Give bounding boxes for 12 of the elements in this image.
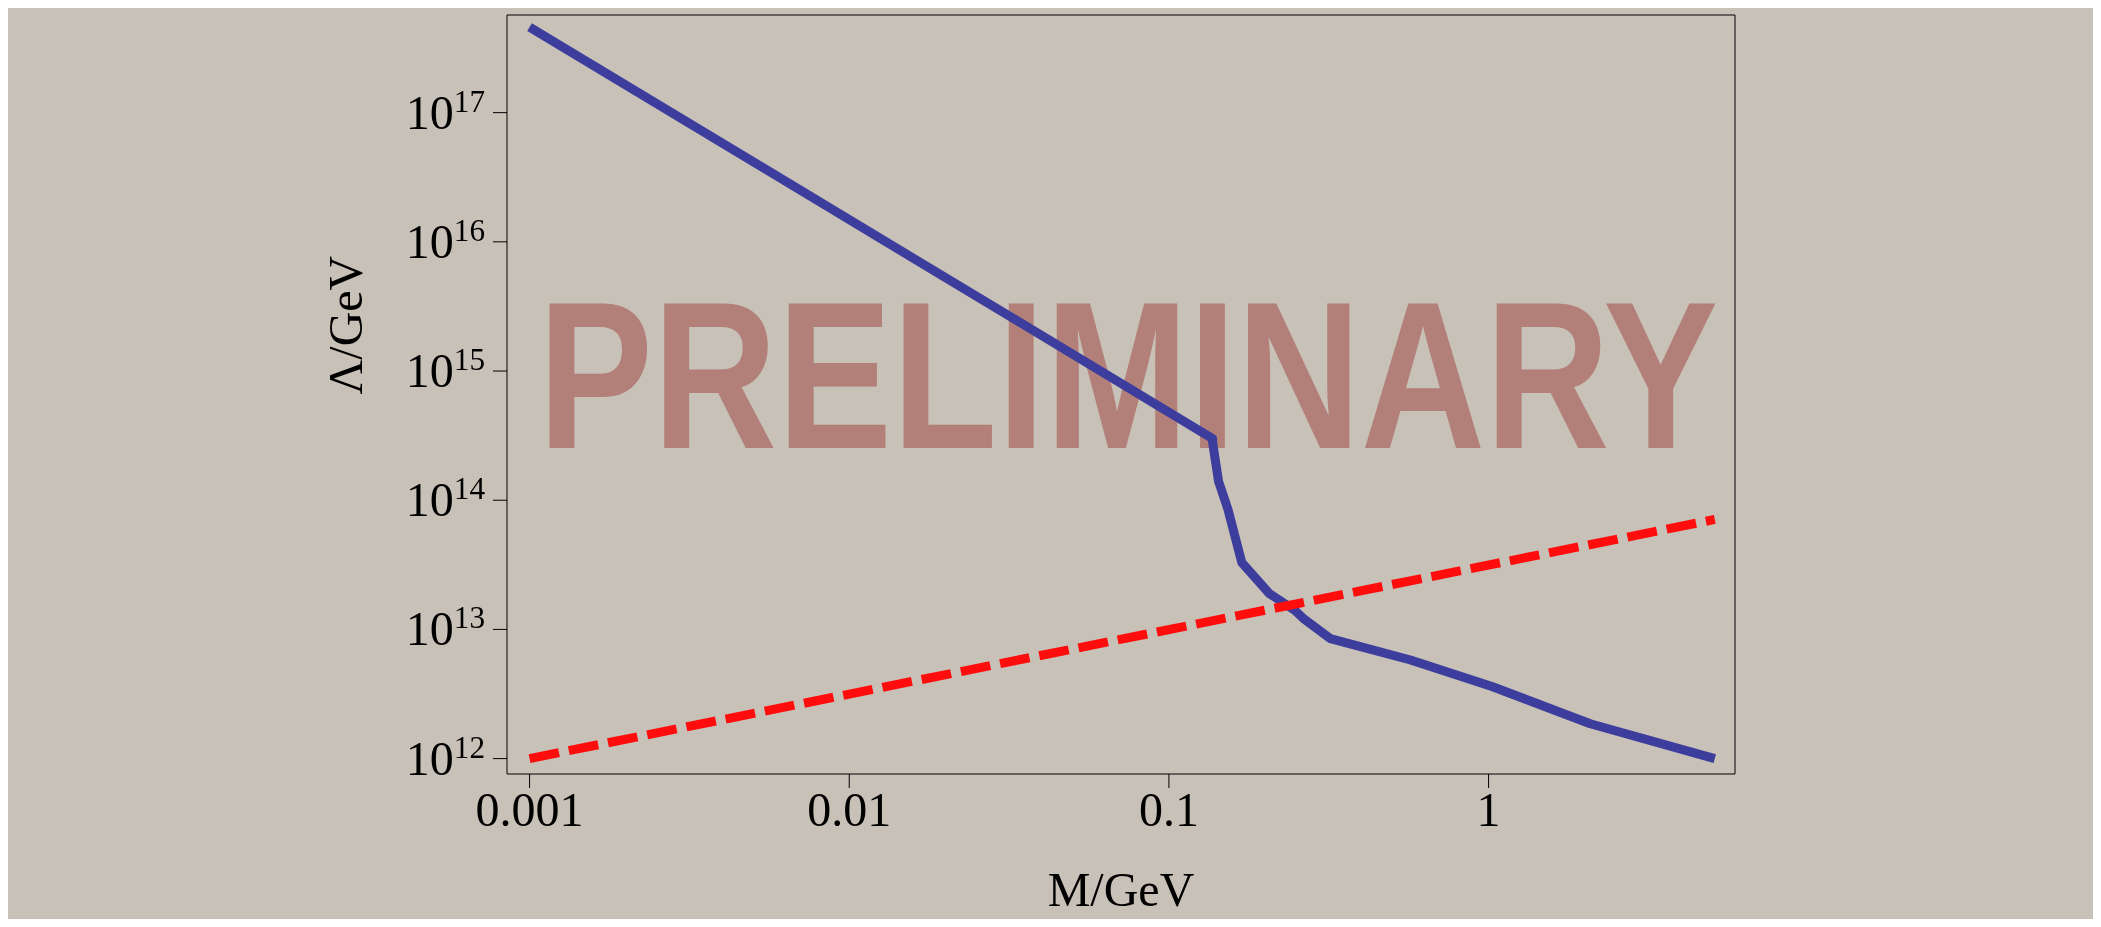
x-tick-label: 0.01 <box>807 783 892 836</box>
x-tick-label: 0.1 <box>1138 783 1199 836</box>
y-tick-label: 10$^{13}$ <box>405 599 485 656</box>
x-tick-label: 0.001 <box>475 783 584 836</box>
y-tick-label: 10$^{16}$ <box>405 212 485 268</box>
x-axis-title: M/GeV <box>1047 863 1195 916</box>
y-tick-label: 10$^{17}$ <box>405 83 485 139</box>
y-axis-title: Λ/GeV <box>319 255 373 395</box>
y-tick-label: 10$^{12}$ <box>405 729 485 785</box>
y-tick-label: 10$^{14}$ <box>405 470 486 527</box>
x-tick-label: 1 <box>1476 783 1501 836</box>
y-tick-label: 10$^{15}$ <box>405 341 485 398</box>
